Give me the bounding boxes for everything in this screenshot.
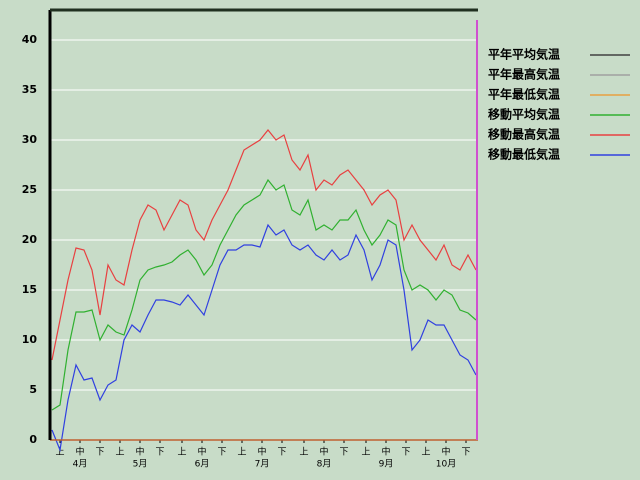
x-tick-label: 上 — [55, 447, 64, 458]
x-tick-label: 中 — [319, 446, 328, 458]
x-tick-label: 下 — [95, 448, 104, 458]
x-tick-label: 上 — [421, 447, 430, 458]
month-label: 4月 — [73, 459, 88, 470]
x-tick-label: 中 — [135, 446, 144, 458]
y-tick-label: 35 — [22, 83, 37, 96]
x-tick-label: 上 — [115, 447, 124, 458]
legend-label: 平年最低気温 — [488, 87, 560, 102]
x-tick-label: 下 — [217, 448, 226, 458]
x-tick-label: 中 — [257, 446, 266, 458]
y-tick-label: 20 — [22, 233, 38, 246]
month-label: 7月 — [255, 459, 270, 470]
month-label: 8月 — [317, 459, 332, 470]
month-label: 10月 — [436, 459, 456, 470]
x-tick-label: 下 — [401, 448, 410, 458]
legend-label: 移動最低気温 — [488, 147, 560, 162]
x-tick-label: 下 — [155, 448, 164, 458]
x-tick-label: 上 — [177, 447, 186, 458]
series-line — [51, 223, 477, 453]
legend-label: 移動平均気温 — [488, 107, 560, 122]
y-tick-label: 10 — [22, 333, 38, 346]
month-label: 9月 — [379, 459, 394, 470]
legend-label: 平年最高気温 — [488, 67, 560, 82]
x-tick-label: 中 — [441, 446, 450, 458]
y-tick-label: 0 — [29, 433, 37, 446]
legend-label: 移動最高気温 — [488, 127, 560, 142]
month-label: 5月 — [133, 459, 148, 470]
x-tick-label: 中 — [381, 446, 390, 458]
x-tick-label: 下 — [277, 448, 286, 458]
y-tick-label: 15 — [22, 283, 37, 296]
x-tick-label: 中 — [75, 446, 84, 458]
x-tick-label: 中 — [197, 446, 206, 458]
y-tick-label: 40 — [22, 33, 38, 46]
x-tick-label: 下 — [461, 448, 470, 458]
series-line — [51, 129, 477, 361]
x-tick-label: 下 — [339, 448, 348, 458]
y-tick-label: 5 — [29, 383, 37, 396]
month-label: 6月 — [195, 459, 210, 470]
x-tick-label: 上 — [299, 447, 308, 458]
x-tick-label: 上 — [361, 447, 370, 458]
y-tick-label: 30 — [22, 133, 38, 146]
y-tick-label: 25 — [22, 183, 37, 196]
x-tick-label: 上 — [237, 447, 246, 458]
series-line — [51, 178, 477, 411]
legend-label: 平年平均気温 — [488, 47, 560, 62]
